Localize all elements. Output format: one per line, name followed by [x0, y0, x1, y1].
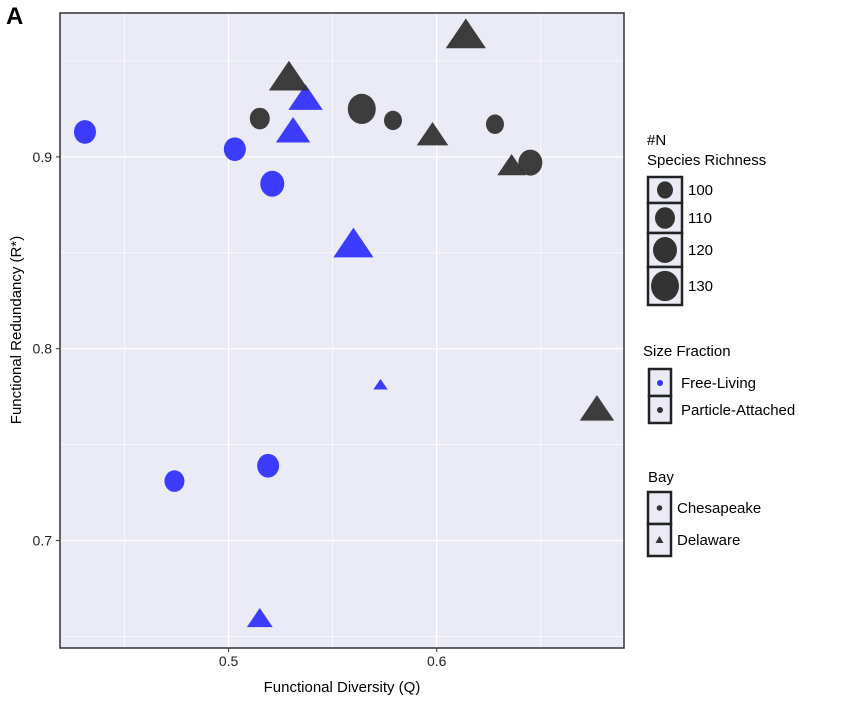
legend-fraction-dot — [657, 407, 663, 413]
data-point-circle — [73, 120, 96, 144]
y-tick-label: 0.8 — [33, 341, 53, 357]
legend-size-circle — [655, 207, 675, 229]
data-point-triangle — [246, 607, 273, 628]
data-point-circle — [518, 149, 543, 176]
data-point-triangle — [373, 378, 388, 390]
plot-border — [59, 12, 625, 649]
panel-label: A — [6, 3, 23, 30]
legend-richness-label: 110 — [688, 210, 712, 227]
data-point-circle — [347, 93, 376, 125]
data-point-circle — [223, 137, 246, 162]
data-point-triangle — [416, 122, 449, 146]
data-point-circle — [164, 470, 185, 492]
legend-richness-title-1: #N — [647, 132, 666, 149]
legend-richness-title-2: Species Richness — [647, 152, 766, 169]
legend-bay-circle — [656, 505, 663, 511]
data-point-triangle — [275, 116, 311, 143]
y-tick-label: 0.7 — [33, 533, 53, 549]
legend-fraction-label: Particle-Attached — [681, 402, 795, 419]
legend-richness-label: 120 — [688, 242, 713, 259]
legend-size-circle — [657, 181, 673, 199]
plot-panel — [60, 13, 624, 648]
data-point-triangle — [579, 395, 615, 421]
data-point-circle — [249, 107, 270, 130]
data-point-triangle — [333, 227, 374, 258]
legend-fraction-dot — [657, 380, 663, 386]
legend-bay-triangle — [655, 536, 664, 543]
data-point-triangle — [288, 84, 323, 110]
legend-bay-label: Delaware — [677, 532, 740, 549]
data-point-circle — [485, 114, 504, 134]
legend-fraction-title: Size Fraction — [643, 343, 731, 360]
legend-size-circle — [653, 237, 677, 263]
y-axis-label: Functional Redundancy (R*) — [8, 236, 25, 424]
legend-bay-title: Bay — [648, 469, 674, 486]
data-point-triangle — [497, 153, 526, 176]
data-point-triangle — [445, 18, 486, 49]
x-tick-label: 0.5 — [219, 653, 239, 669]
legend-richness-label: 130 — [688, 278, 713, 295]
data-point-circle — [383, 110, 402, 131]
y-tick-label: 0.9 — [33, 149, 53, 165]
data-point-circle — [260, 170, 285, 197]
legend-richness-label: 100 — [688, 182, 713, 199]
data-point-circle — [257, 453, 280, 478]
x-axis-label: Functional Diversity (Q) — [264, 679, 421, 696]
data-point-triangle — [268, 60, 310, 91]
x-tick-label: 0.6 — [427, 653, 447, 669]
legend-bay-label: Chesapeake — [677, 500, 761, 517]
legend-size-circle — [651, 270, 679, 302]
legend-fraction-label: Free-Living — [681, 375, 756, 392]
